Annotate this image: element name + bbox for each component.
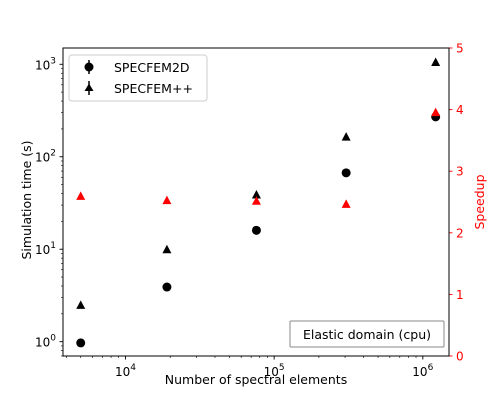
left-axis-ticks: 100 101 102 103 xyxy=(35,56,63,356)
y-tick-label: 103 xyxy=(35,56,56,72)
speedup-point-triangle xyxy=(76,191,85,200)
data-point-triangle xyxy=(76,300,85,309)
speedup-point-triangle xyxy=(342,199,351,208)
annotation-box: Elastic domain (cpu) xyxy=(290,321,444,347)
y2-tick-label: 2 xyxy=(456,226,464,240)
x-axis-title: Number of spectral elements xyxy=(165,372,347,387)
y-axis-title: Simulation time (s) xyxy=(19,140,34,259)
data-point-circle xyxy=(342,168,351,177)
y2-tick-label: 3 xyxy=(456,165,464,179)
y-tick-label: 102 xyxy=(35,149,56,165)
legend-label-specfem2d: SPECFEM2D xyxy=(114,60,190,75)
annotation-text: Elastic domain (cpu) xyxy=(303,327,431,342)
y2-axis-title: Speedup xyxy=(472,174,487,229)
y-tick-label: 101 xyxy=(35,241,56,257)
legend-label-specfemplusplus: SPECFEM++ xyxy=(114,81,193,96)
speedup-point-triangle xyxy=(431,108,440,117)
right-axis-ticks: 0 1 2 3 4 5 xyxy=(449,42,464,364)
series-2-marks xyxy=(76,108,440,208)
y-tick-label: 100 xyxy=(35,334,56,350)
data-point-triangle xyxy=(431,57,440,66)
data-point-triangle xyxy=(342,132,351,141)
y2-tick-label: 4 xyxy=(456,103,464,117)
series-0-marks xyxy=(76,112,440,347)
x-tick-label: 106 xyxy=(412,363,433,379)
legend: SPECFEM2D SPECFEM++ xyxy=(69,55,207,101)
data-point-triangle xyxy=(162,245,171,254)
data-point-circle xyxy=(252,226,261,235)
data-point-circle xyxy=(162,283,171,292)
y2-tick-label: 1 xyxy=(456,288,464,302)
data-point-circle xyxy=(76,338,85,347)
speedup-point-triangle xyxy=(162,196,171,205)
x-tick-label: 104 xyxy=(115,363,136,379)
y2-tick-label: 0 xyxy=(456,350,464,364)
y2-tick-label: 5 xyxy=(456,42,464,56)
